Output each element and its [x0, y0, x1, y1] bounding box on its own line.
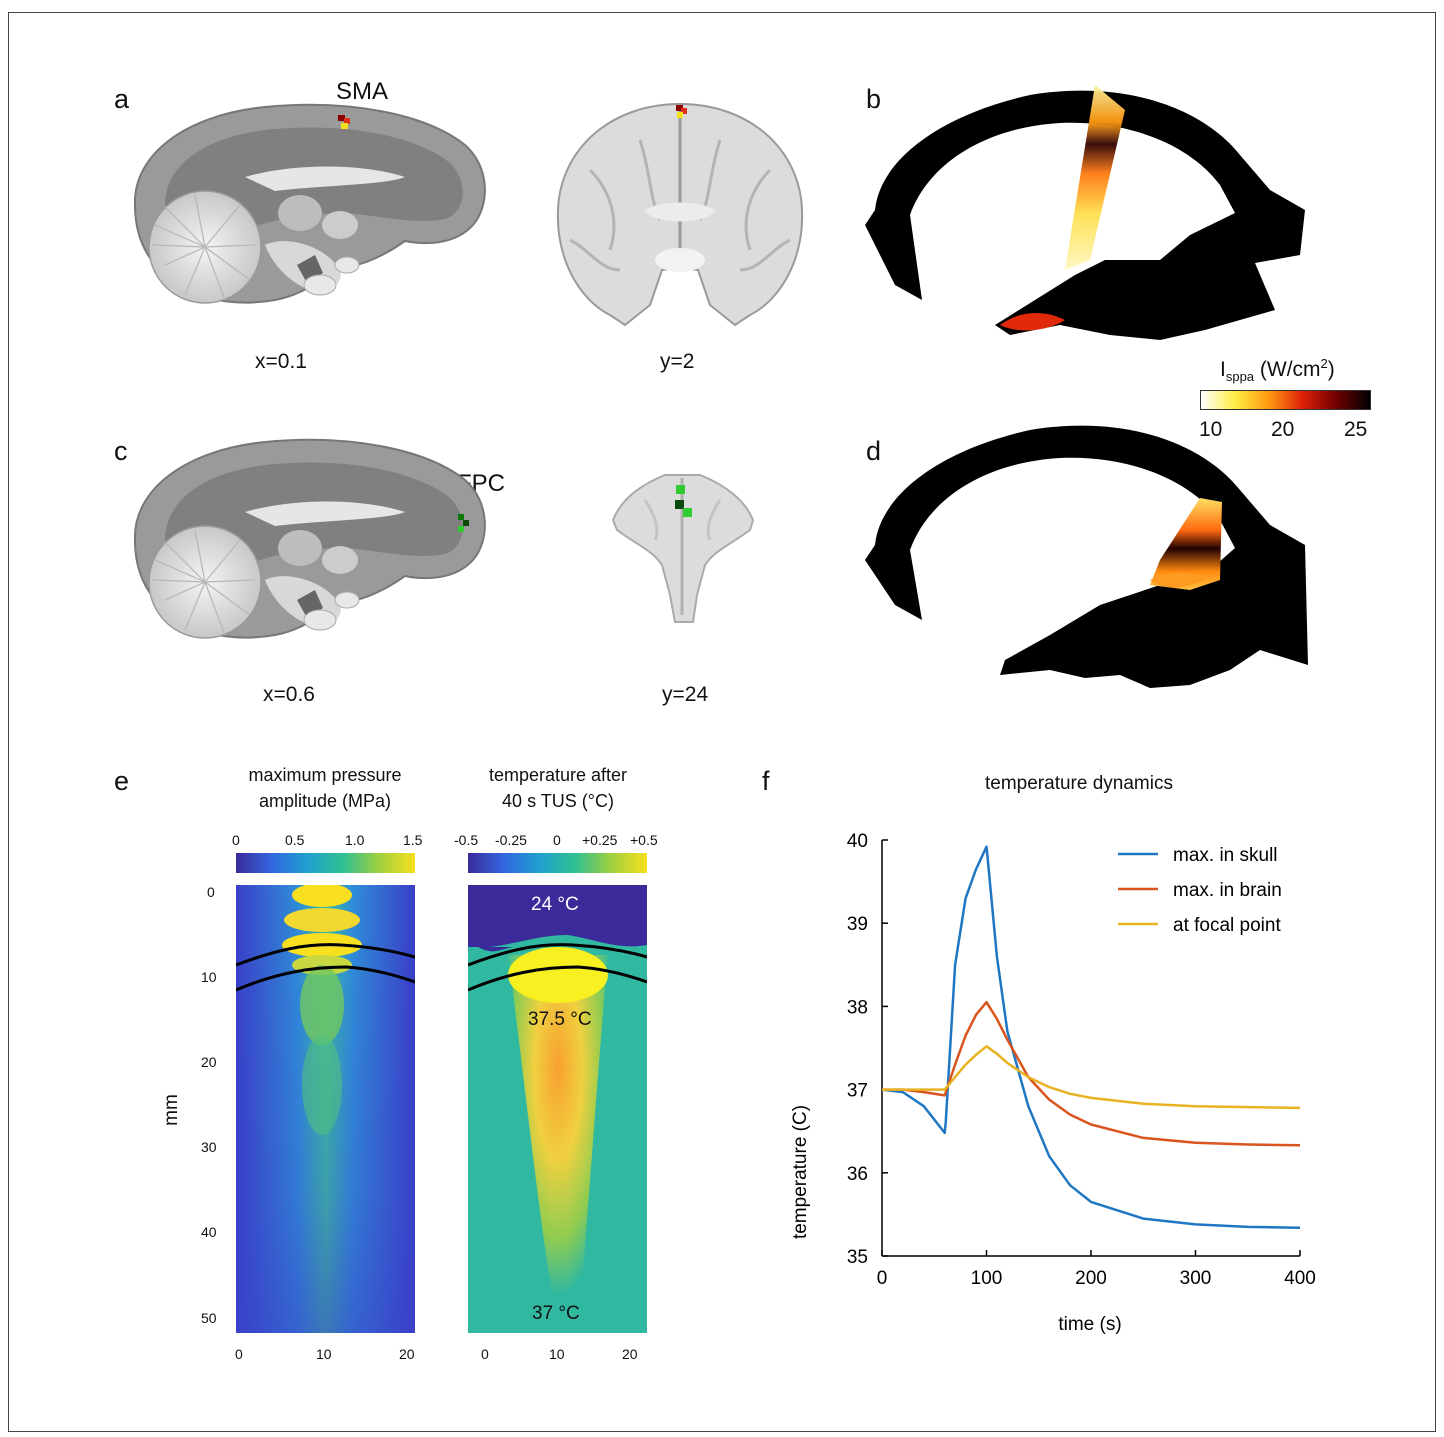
panel-letter-a: a: [114, 84, 130, 114]
pressure-cbar-tick-0: 0: [232, 832, 240, 848]
skull-simulation-b: [865, 85, 1305, 340]
x-tick-label: 0: [877, 1268, 888, 1289]
sma-voxel-dark: [338, 115, 345, 121]
coronal-coord-c: y=24: [662, 683, 709, 706]
pressure-cbar-tick-15: 1.5: [403, 832, 423, 848]
y-tick-label: 36: [847, 1164, 868, 1185]
panel-letter-b: b: [866, 84, 882, 114]
chart-title: temperature dynamics: [985, 773, 1173, 794]
coronal-brain-c: [611, 474, 755, 623]
series-line-max-in-skull: [881, 845, 1301, 1229]
temperature-title-line1: temperature after: [488, 765, 628, 785]
colorbar-b-label-close: ): [1327, 358, 1335, 381]
colorbar-b-label-unit: (W/cm: [1254, 358, 1321, 381]
sma-label: SMA: [336, 78, 389, 105]
sagittal-coord-a: x=0.1: [255, 350, 307, 373]
e-ytick-50: 50: [201, 1310, 217, 1326]
x-tick-label: 400: [1284, 1268, 1316, 1289]
e-y-axis-label: mm: [160, 1094, 182, 1126]
panel-letter-f: f: [762, 766, 770, 796]
e-xtick-p-0: 0: [235, 1346, 243, 1362]
colorbar-b: [1200, 390, 1371, 410]
colorbar-b-tick-25: 25: [1344, 418, 1368, 441]
e-ytick-20: 20: [201, 1054, 217, 1070]
legend-label: max. in skull: [1173, 845, 1278, 866]
e-xtick-t-0: 0: [481, 1346, 489, 1362]
chart-axes: 0 100 200 300 400 35 36 37 38 39 40: [847, 831, 1316, 1289]
y-tick-label: 37: [847, 1081, 868, 1102]
legend-label: max. in brain: [1173, 880, 1282, 901]
panel-letter-e: e: [114, 766, 130, 796]
pressure-field-map: [236, 885, 415, 1333]
temp-annotation-mid: 37.5 °C: [528, 1009, 592, 1030]
pressure-title-line1: maximum pressure: [248, 765, 402, 785]
temp-cbar-tick-0: 0: [553, 832, 561, 848]
chart-series: [881, 845, 1301, 1229]
x-tick-label: 300: [1180, 1268, 1212, 1289]
colorbar-b-title: Isppa (W/cm2): [1220, 356, 1335, 384]
e-xtick-p-10: 10: [316, 1346, 332, 1362]
y-tick-label: 35: [847, 1247, 868, 1268]
e-xtick-t-20: 20: [622, 1346, 638, 1362]
temperature-title: temperature after 40 s TUS (°C): [448, 762, 668, 814]
colorbar-b-label-sub: sppa: [1225, 369, 1255, 385]
e-ytick-10: 10: [201, 969, 217, 985]
e-ytick-30: 30: [201, 1139, 217, 1155]
temperature-title-line2: 40 s TUS (°C): [502, 791, 614, 811]
colorbar-b-tick-10: 10: [1199, 418, 1223, 441]
temp-cbar-tick-p025: +0.25: [582, 832, 618, 848]
legend-label: at focal point: [1173, 915, 1281, 936]
skull-simulation-d: [865, 425, 1308, 688]
coronal-coord-a: y=2: [660, 350, 695, 373]
temperature-field-map: [468, 885, 647, 1333]
x-axis-label: time (s): [1058, 1314, 1121, 1335]
e-xtick-t-10: 10: [549, 1346, 565, 1362]
panel-letter-d: d: [866, 436, 882, 466]
temp-cbar-tick-m025: -0.25: [495, 832, 527, 848]
x-tick-label: 200: [1075, 1268, 1107, 1289]
sagittal-brain-a: [133, 103, 486, 304]
colorbar-b-tick-20: 20: [1271, 418, 1295, 441]
panel-letter-c: c: [114, 436, 128, 466]
y-tick-label: 39: [847, 914, 868, 935]
series-line-at-focal-point: [882, 1045, 1301, 1110]
e-xtick-p-20: 20: [399, 1346, 415, 1362]
sagittal-coord-c: x=0.6: [263, 683, 315, 706]
series-line-max-in-brain: [882, 1000, 1301, 1147]
y-tick-label: 40: [847, 831, 868, 852]
y-tick-label: 38: [847, 997, 868, 1018]
colorbar-b-label-main: I: [1220, 358, 1226, 381]
fpc-voxel-coronal: [676, 485, 685, 494]
figure-frame: [8, 12, 1436, 1432]
coronal-brain-a: [556, 102, 804, 327]
temp-cbar-tick-m05: -0.5: [454, 832, 479, 848]
pressure-cbar-tick-05: 0.5: [285, 832, 305, 848]
pressure-title-line2: amplitude (MPa): [258, 791, 392, 811]
chart-legend: max. in skull max. in brain at focal point: [1118, 845, 1282, 936]
e-ytick-0: 0: [207, 884, 215, 900]
pressure-title: maximum pressure amplitude (MPa): [215, 762, 435, 814]
x-tick-label: 100: [971, 1268, 1003, 1289]
temp-annotation-top: 24 °C: [531, 894, 579, 915]
temperature-colorbar: [468, 853, 647, 873]
colorbar-b-label-sup: 2: [1320, 356, 1328, 371]
y-axis-label: temperature (C): [790, 1105, 811, 1239]
e-ytick-40: 40: [201, 1224, 217, 1240]
temp-annotation-bottom: 37 °C: [532, 1303, 580, 1324]
fpc-voxel-dark: [458, 514, 464, 520]
temp-cbar-tick-p05: +0.5: [630, 832, 658, 848]
pressure-colorbar: [236, 853, 415, 873]
pressure-cbar-tick-10: 1.0: [345, 832, 365, 848]
sagittal-brain-c: [133, 438, 486, 639]
